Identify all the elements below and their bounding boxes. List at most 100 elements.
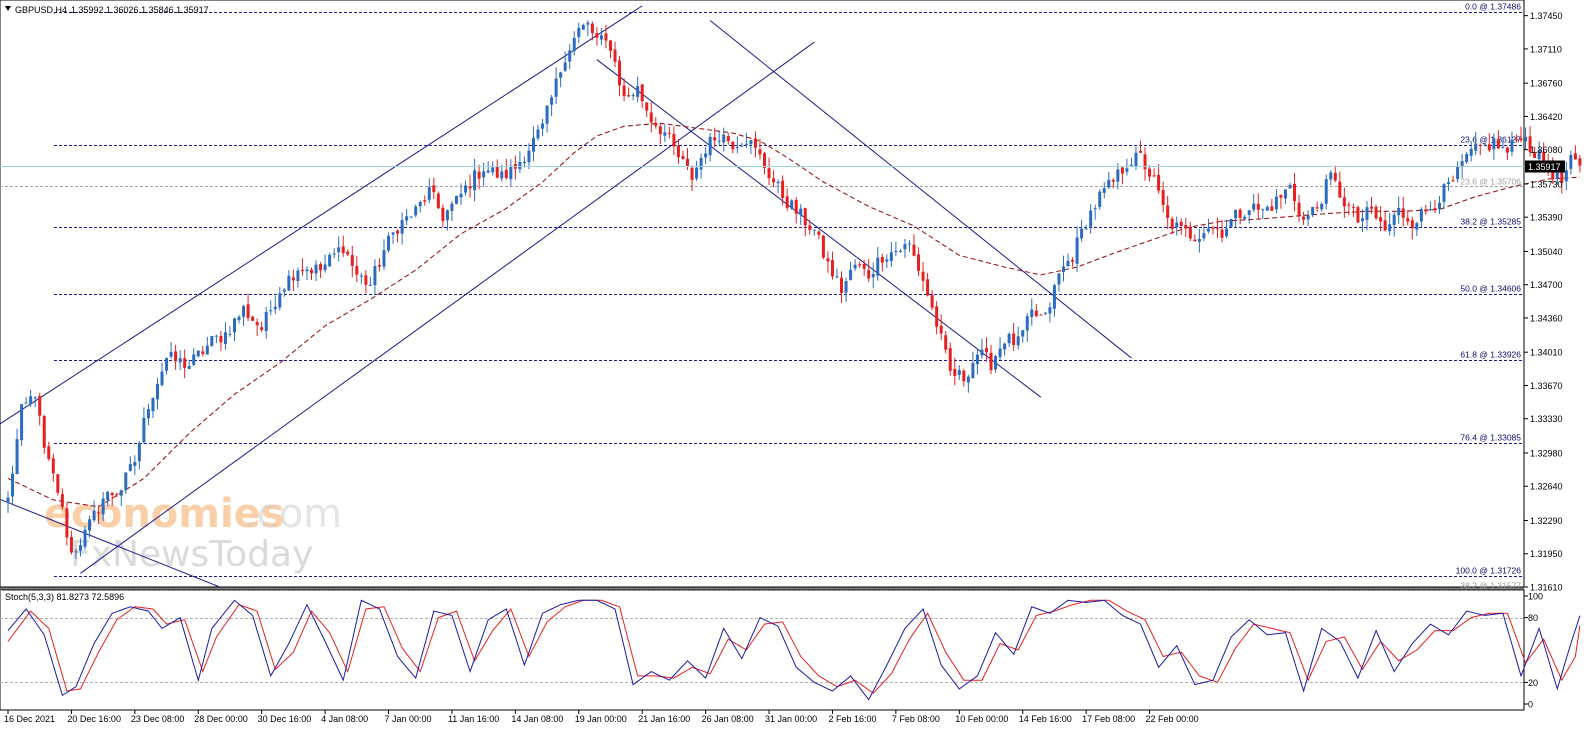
- candle-body: [214, 335, 218, 337]
- candle-body: [1157, 174, 1161, 191]
- candle-body: [1206, 228, 1210, 232]
- candle-body: [495, 166, 499, 178]
- candle-body: [305, 269, 309, 272]
- candle-body: [319, 264, 323, 271]
- price-tick-label: 1.33670: [1530, 381, 1563, 391]
- candle-body: [1469, 149, 1473, 156]
- candle-body: [1080, 228, 1084, 239]
- chart-menu-icon[interactable]: [5, 6, 11, 11]
- candle-body: [599, 35, 603, 40]
- candle-body: [11, 473, 15, 497]
- candle-body: [971, 362, 975, 378]
- candle-body: [1279, 195, 1283, 198]
- fib-level-label: 38.2 @ 1.35285: [1460, 217, 1521, 227]
- candle-body: [853, 264, 857, 269]
- candle-body: [744, 143, 748, 145]
- candle-body: [672, 133, 676, 147]
- candle-body: [88, 519, 92, 531]
- candle-body: [1061, 266, 1065, 273]
- candle-body: [812, 229, 816, 231]
- candle-body: [1252, 203, 1256, 210]
- time-tick-label: 20 Dec 16:00: [67, 714, 121, 724]
- candle-body: [903, 244, 907, 250]
- price-tick-label: 1.37110: [1530, 44, 1562, 54]
- candle-body: [1551, 167, 1555, 180]
- current-price: 1.35917: [0, 160, 1565, 173]
- candle-body: [1424, 210, 1428, 212]
- candle-body: [146, 409, 150, 419]
- candle-body: [1401, 208, 1405, 218]
- time-tick-label: 7 Feb 08:00: [892, 714, 940, 724]
- time-tick-label: 28 Dec 00:00: [194, 714, 248, 724]
- candle-body: [115, 493, 119, 495]
- candle-body: [1225, 228, 1229, 237]
- candle-body: [1533, 152, 1537, 159]
- candle-body: [531, 137, 535, 152]
- stoch-main-line: [7, 599, 1581, 701]
- candle-body: [835, 276, 839, 278]
- candle-body: [1415, 223, 1419, 230]
- candle-body: [341, 246, 345, 254]
- price-tick-label: 1.36080: [1530, 145, 1563, 155]
- candle-body: [155, 383, 159, 400]
- candle-body: [24, 402, 28, 404]
- candle-body: [1179, 221, 1183, 226]
- candle-body: [278, 293, 282, 308]
- candle-body: [1342, 197, 1346, 207]
- candle-body: [1496, 138, 1500, 149]
- candle-body: [926, 279, 930, 296]
- channel-line: [0, 498, 222, 587]
- fib-level-label: 76.4 @ 1.33085: [1460, 433, 1521, 443]
- candle-body: [817, 231, 821, 235]
- candle-body: [445, 210, 449, 221]
- candle-body: [242, 306, 246, 317]
- candle-body: [975, 354, 979, 365]
- candle-body: [1428, 209, 1432, 211]
- candle-body: [686, 158, 689, 166]
- candle-body: [1093, 208, 1097, 210]
- candle-body: [1392, 214, 1396, 225]
- candle-body: [74, 551, 78, 553]
- candle-body: [1274, 196, 1278, 210]
- candle-body: [826, 258, 830, 262]
- candle-body: [1573, 153, 1577, 160]
- watermark-fxnewstoday: FxNewsToday: [70, 534, 313, 575]
- candle-body: [196, 350, 200, 357]
- candle-body: [373, 266, 377, 285]
- candle-body: [1057, 273, 1061, 285]
- time-tick-label: 4 Jan 08:00: [321, 714, 368, 724]
- channel-line: [596, 59, 1042, 398]
- candle-body: [1365, 207, 1369, 220]
- candle-body: [228, 333, 232, 335]
- candle-body: [894, 251, 898, 253]
- candle-body: [432, 185, 436, 193]
- candle-body: [1021, 330, 1025, 337]
- candle-body: [1437, 202, 1441, 210]
- candle-body: [1229, 219, 1233, 228]
- candle-body: [1025, 316, 1029, 331]
- candle-body: [871, 274, 875, 278]
- candle-body: [1216, 228, 1220, 230]
- candle-body: [287, 275, 291, 291]
- candle-body: [251, 316, 255, 321]
- candle-body: [436, 193, 440, 209]
- candle-body: [1125, 168, 1129, 172]
- candle-body: [1098, 191, 1102, 207]
- candle-body: [1456, 166, 1460, 180]
- candle-body: [346, 251, 350, 255]
- candle-body: [237, 316, 241, 321]
- candle-body: [785, 196, 789, 208]
- candle-body: [38, 396, 42, 416]
- price-tick-label: 1.31950: [1530, 549, 1563, 559]
- candle-body: [1148, 168, 1152, 177]
- candle-body: [1519, 138, 1523, 141]
- stoch-signal-line: [7, 599, 1581, 694]
- price-tick-label: 1.37450: [1530, 11, 1563, 21]
- candle-body: [885, 259, 889, 262]
- candle-body: [645, 102, 649, 111]
- candle-body: [1315, 207, 1319, 209]
- candle-body: [504, 169, 508, 178]
- candle-body: [1139, 150, 1142, 153]
